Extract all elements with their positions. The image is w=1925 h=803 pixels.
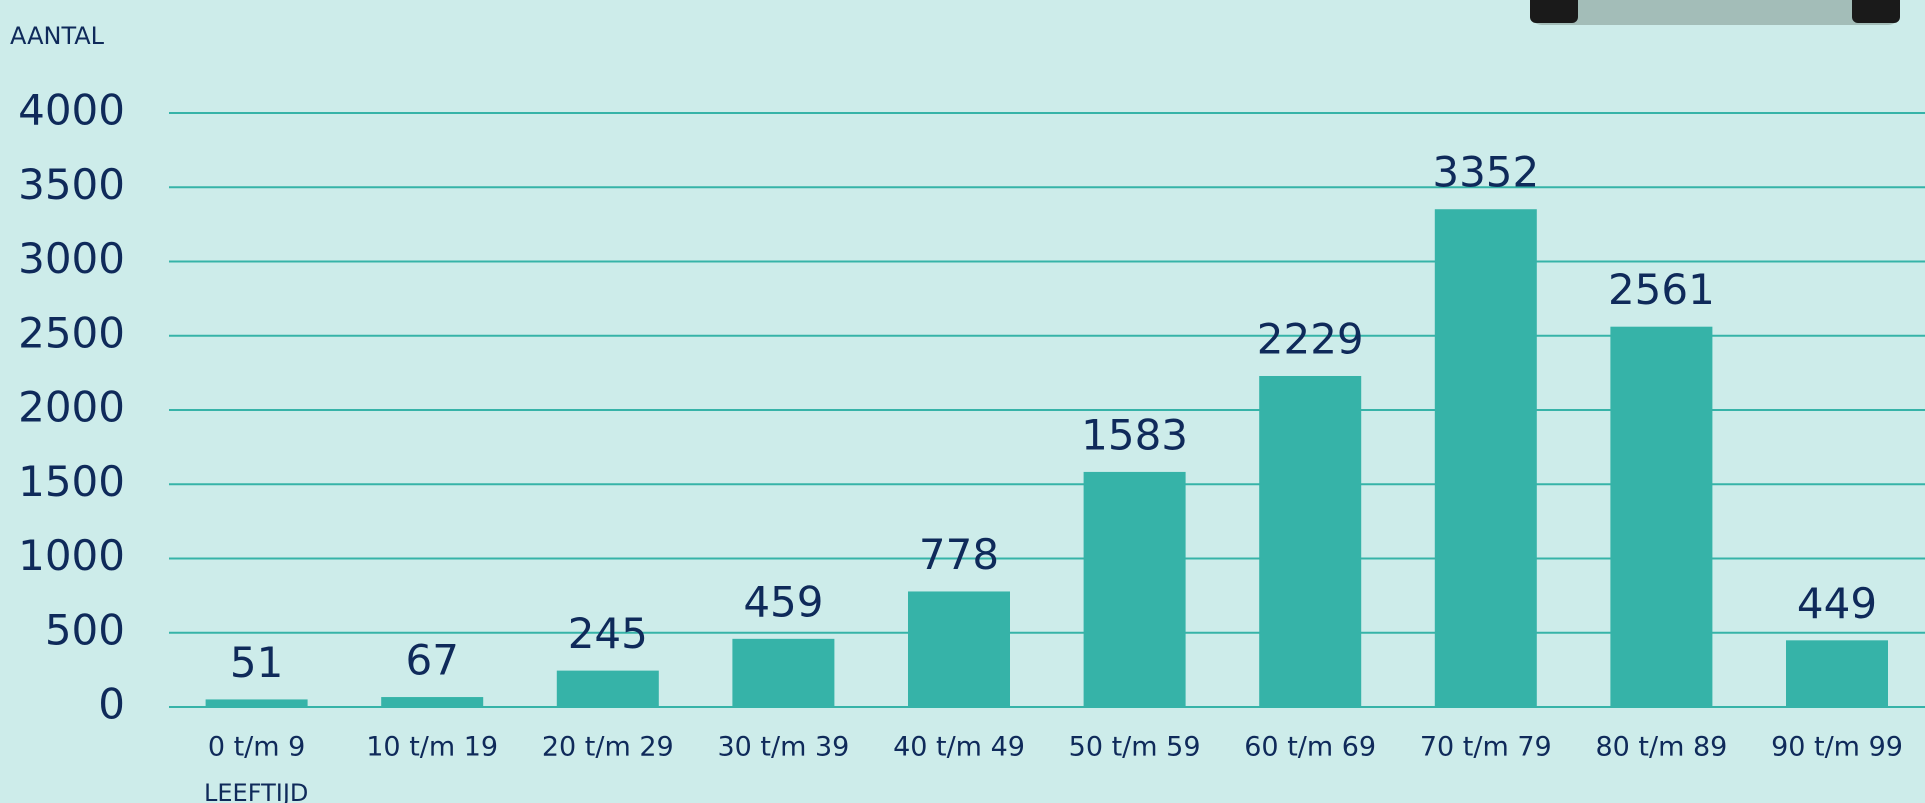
y-tick-label: 2000 xyxy=(18,383,125,432)
value-label: 2561 xyxy=(1608,265,1715,314)
x-axis-label: LEEFTIJD xyxy=(204,779,308,803)
x-tick-label: 20 t/m 29 xyxy=(542,732,674,763)
y-tick-label: 4000 xyxy=(18,86,125,135)
value-label: 3352 xyxy=(1432,148,1539,197)
bar xyxy=(908,591,1010,707)
y-tick-label: 3500 xyxy=(18,160,125,209)
value-label: 449 xyxy=(1797,579,1877,628)
y-tick-label: 0 xyxy=(98,680,125,729)
bar xyxy=(1259,375,1362,707)
decoration xyxy=(1530,0,1900,25)
x-tick-label: 70 t/m 79 xyxy=(1420,732,1552,763)
y-tick-label: 3000 xyxy=(18,234,125,283)
y-tick-label: 500 xyxy=(45,605,125,654)
x-tick-label: 90 t/m 99 xyxy=(1771,732,1903,763)
value-label: 459 xyxy=(743,577,823,626)
y-tick-label: 1500 xyxy=(18,457,125,506)
value-label: 2229 xyxy=(1257,314,1364,363)
value-label: 1583 xyxy=(1081,410,1188,459)
x-tick-label: 0 t/m 9 xyxy=(208,732,306,763)
bar xyxy=(556,670,659,707)
value-label: 51 xyxy=(230,638,283,687)
bar xyxy=(1786,640,1888,707)
bar xyxy=(205,699,308,707)
value-label: 778 xyxy=(919,530,999,579)
bar xyxy=(381,697,484,707)
value-label: 245 xyxy=(568,609,648,658)
bar xyxy=(732,638,835,707)
x-tick-label: 50 t/m 59 xyxy=(1069,732,1201,763)
x-tick-label: 60 t/m 69 xyxy=(1244,732,1376,763)
bar xyxy=(1610,326,1713,707)
x-tick-label: 80 t/m 89 xyxy=(1595,732,1727,763)
y-axis-label: AANTAL xyxy=(10,22,105,50)
y-tick-label: 2500 xyxy=(18,308,125,357)
bar xyxy=(1434,209,1537,707)
y-tick-label: 1000 xyxy=(18,531,125,580)
value-label: 67 xyxy=(405,636,458,685)
x-tick-label: 30 t/m 39 xyxy=(717,732,849,763)
x-tick-label: 40 t/m 49 xyxy=(893,732,1025,763)
bar xyxy=(1083,471,1186,707)
x-tick-label: 10 t/m 19 xyxy=(366,732,498,763)
